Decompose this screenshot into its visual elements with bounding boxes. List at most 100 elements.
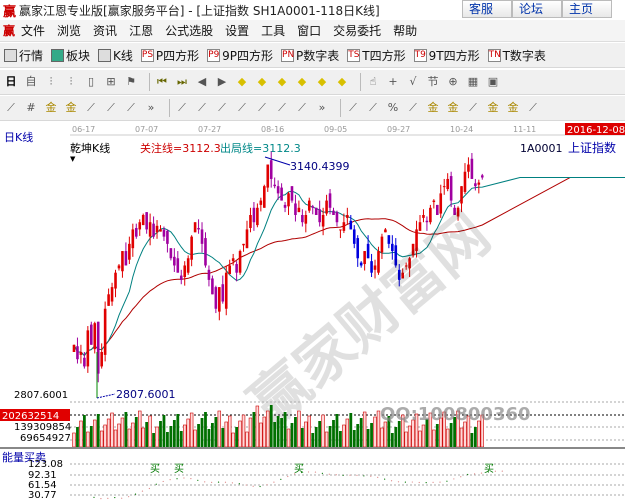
box-icon[interactable]: ⟋	[178, 101, 186, 114]
gold-line-icon[interactable]: 金	[447, 101, 459, 114]
energy-dot	[384, 478, 386, 480]
self-select-icon[interactable]: 自	[25, 75, 37, 88]
buy-signal: 买	[294, 463, 304, 475]
hand-icon[interactable]: ☝	[369, 75, 377, 88]
menu-trade[interactable]: 交易委托	[333, 24, 382, 38]
volume-bar	[72, 432, 76, 448]
more-icon[interactable]: »	[147, 101, 155, 114]
menu-news[interactable]: 资讯	[93, 24, 118, 38]
v-icon[interactable]: ⟋	[278, 101, 286, 114]
toolbar-7-button[interactable]: T9 9T四方形	[413, 47, 480, 64]
candle-body	[235, 264, 238, 273]
energy-tick: 92.31	[28, 470, 57, 481]
menu-settings[interactable]: 设置	[225, 24, 250, 38]
diamond-left-icon[interactable]: ◆	[237, 75, 247, 88]
candle-body	[287, 193, 290, 207]
first-icon[interactable]: ⏮	[157, 75, 167, 88]
volume-bar	[152, 433, 155, 447]
flag-icon[interactable]: ⚑	[126, 75, 136, 88]
buy-signal: 买	[484, 463, 494, 475]
gold-coin-icon[interactable]: 金	[427, 101, 439, 114]
volume-bar	[380, 427, 384, 448]
bar9-icon[interactable]: ⫶	[69, 75, 73, 88]
pen-ruler-icon[interactable]: ⟋	[127, 101, 135, 114]
period-select[interactable]: 日	[5, 75, 17, 88]
calculator-icon[interactable]: ▣	[487, 75, 499, 88]
wave-icon[interactable]: √	[409, 75, 417, 88]
pattern-icon[interactable]: ⊕	[448, 75, 458, 88]
gold-box-icon[interactable]: 金	[487, 101, 499, 114]
calendar-icon[interactable]: ▦	[467, 75, 479, 88]
node-icon[interactable]: 节	[427, 75, 439, 88]
toolbar-5-button[interactable]: PN P数字表	[281, 47, 339, 64]
spiral-icon[interactable]: ⟋	[107, 101, 115, 114]
pen-icon[interactable]: ⟋	[7, 101, 15, 114]
volume-bar	[349, 413, 353, 447]
toolbar-8-button[interactable]: TN T数字表	[487, 47, 546, 64]
zoom-icon[interactable]: ⊞	[106, 75, 116, 88]
energy-dot	[301, 471, 303, 474]
volume-bar	[76, 427, 79, 447]
angle2-icon[interactable]: ⟋	[529, 101, 537, 114]
percent2-icon[interactable]: ⟋	[409, 101, 417, 114]
energy-dot	[425, 482, 427, 484]
fib-icon[interactable]: ⟋	[87, 101, 95, 114]
next-icon[interactable]: ▶	[217, 75, 227, 88]
last-icon[interactable]: ⏭	[177, 75, 187, 88]
toolbar-4-button[interactable]: P9 9P四方形	[207, 47, 273, 64]
angle-icon[interactable]: ⟋	[258, 101, 266, 114]
kline-chart[interactable]: 06-17 07-07 07-27 08-16 09-05 09-27 10-24 11-11…	[0, 121, 625, 502]
toolbar-2-button[interactable]: K线	[98, 47, 133, 64]
menu-gann[interactable]: 江恩	[129, 24, 154, 38]
hash-icon[interactable]: #	[26, 101, 36, 114]
candle-body	[356, 238, 360, 259]
prev-icon[interactable]: ◀	[197, 75, 207, 88]
box-fan-icon[interactable]: ⟋	[218, 101, 226, 114]
menu-file[interactable]: 文件	[21, 24, 46, 38]
toolbar-3-button[interactable]: PS P四方形	[140, 47, 199, 64]
volume-bar	[286, 428, 291, 448]
candle-body	[328, 193, 332, 208]
volume-bar	[211, 423, 214, 447]
table-icon[interactable]: ⟋	[298, 101, 306, 114]
candle-body	[148, 222, 152, 237]
bars-icon[interactable]: ⟋	[349, 101, 357, 114]
candle-body	[162, 229, 166, 237]
diamond-cross-icon[interactable]: ◆	[317, 75, 327, 88]
diamond-ud-icon[interactable]: ◆	[337, 75, 347, 88]
percent-icon[interactable]: %	[387, 101, 399, 114]
candle-icon[interactable]: ▯	[87, 75, 95, 88]
toolbar-1-button[interactable]: 板块	[51, 47, 90, 64]
gold-tri-icon[interactable]: 金	[507, 101, 519, 114]
menu-tools[interactable]: 工具	[261, 24, 286, 38]
menu-formula[interactable]: 公式选股	[165, 24, 214, 38]
candle-body	[114, 272, 117, 289]
fan-icon[interactable]: ⟋	[198, 101, 206, 114]
grid-fan-icon[interactable]: ⟋	[238, 101, 246, 114]
candle-body	[193, 222, 197, 233]
toolbar-0-button[interactable]: 行情	[4, 47, 43, 64]
percent-line-icon[interactable]: ⟋	[369, 101, 377, 114]
volume-bar	[99, 430, 104, 448]
volume-bar	[134, 417, 138, 447]
menu-browse[interactable]: 浏览	[57, 24, 82, 38]
volume-bar	[262, 416, 266, 448]
gold2-icon[interactable]: 金	[65, 101, 77, 114]
gold1-icon[interactable]: 金	[45, 101, 57, 114]
more-icon[interactable]: »	[318, 101, 326, 114]
menu-window[interactable]: 窗口	[297, 24, 322, 38]
service-button[interactable]: 客服	[462, 0, 512, 18]
toolbar-6-button[interactable]: TS T四方形	[347, 47, 406, 64]
volume-bar	[397, 421, 401, 447]
menu-help[interactable]: 帮助	[393, 24, 418, 38]
home-button[interactable]: 主页	[562, 0, 612, 18]
diamond-in-icon[interactable]: ◆	[297, 75, 307, 88]
diamond-lr-icon[interactable]: ◆	[277, 75, 287, 88]
bar3-icon[interactable]: ⫶	[49, 75, 53, 88]
crosshair-icon[interactable]: +	[388, 75, 398, 88]
arrow-pen-icon[interactable]: ⟋	[469, 101, 477, 114]
forum-button[interactable]: 论坛	[512, 0, 562, 18]
energy-label: 能量买卖	[2, 450, 46, 464]
diamond-right-icon[interactable]: ◆	[257, 75, 267, 88]
energy-dot	[252, 485, 254, 487]
